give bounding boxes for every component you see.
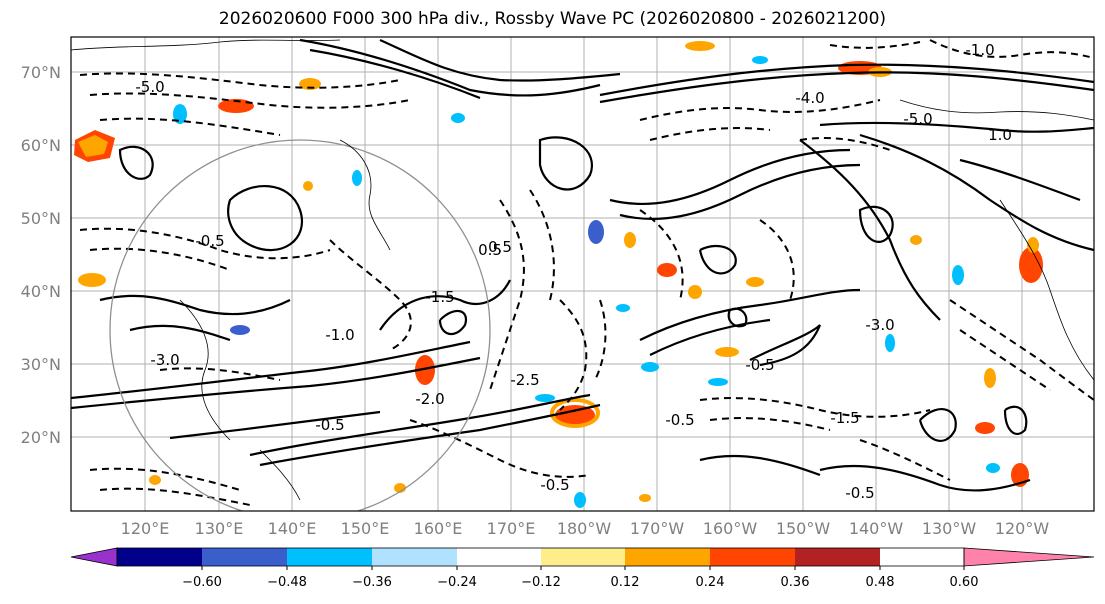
- divergence-shading: [74, 41, 1043, 508]
- contour-label: -3.0: [865, 316, 894, 334]
- colorbar-segment: [117, 548, 202, 566]
- lon-label: 170°E: [487, 519, 536, 538]
- colorbar-segment: [202, 548, 287, 566]
- colorbar-tick-label: 0.60: [950, 575, 979, 590]
- colorbar-tick-label: −0.12: [521, 575, 561, 590]
- colorbar-segment: [710, 548, 795, 566]
- contour-label: -1.0: [965, 41, 994, 59]
- contour-label: -0.5: [745, 356, 774, 374]
- colorbar-tick-label: −0.60: [182, 575, 222, 590]
- map-frame: [70, 36, 1095, 512]
- lon-label: 120°E: [121, 519, 170, 538]
- lat-label: 30°N: [21, 355, 61, 374]
- colorbar-extend-low: [70, 547, 118, 567]
- colorbar-tick-label: 0.24: [696, 575, 725, 590]
- dashed-contours: [79, 39, 1094, 506]
- contour-label: -4.0: [795, 89, 824, 107]
- contour-label: -0.5: [845, 484, 874, 502]
- contour-label: -5.0: [135, 78, 164, 96]
- lon-label: 130°W: [922, 519, 977, 538]
- lon-label: 130°E: [195, 519, 244, 538]
- colorbar-tick-label: −0.36: [352, 575, 392, 590]
- colorbar-segment: [795, 548, 880, 566]
- lon-label: 150°W: [776, 519, 831, 538]
- lat-label: 20°N: [21, 428, 61, 447]
- coastlines: [71, 39, 1094, 501]
- lon-label: 160°E: [414, 519, 463, 538]
- contour-label: -1.5: [830, 409, 859, 427]
- colorbar-tick-label: −0.24: [437, 575, 477, 590]
- contour-label: -1.0: [325, 326, 354, 344]
- contour-label: -5.0: [903, 110, 932, 128]
- lon-label: 140°W: [849, 519, 904, 538]
- colorbar-segment: [372, 548, 457, 566]
- contour-label: -1.5: [425, 288, 454, 306]
- colorbar-extend-high: [963, 547, 1095, 567]
- lon-label: 180°W: [557, 519, 612, 538]
- solid-contours: [71, 38, 1094, 492]
- colorbar-tick-label: 0.48: [866, 575, 895, 590]
- lon-label: 160°W: [703, 519, 758, 538]
- lat-label: 40°N: [21, 282, 61, 301]
- lat-label: 60°N: [21, 136, 61, 155]
- map-content: 0.5 -0.5 -1.0 -1.5 -2.0 -3.0 -4.0 -5.0 1.0 -0.5 -0…: [71, 37, 1094, 511]
- contour-label: -2.5: [510, 371, 539, 389]
- lat-label: 50°N: [21, 209, 61, 228]
- reference-circles: [109, 139, 491, 511]
- lon-label: 150°E: [341, 519, 390, 538]
- contour-label: 0.5: [488, 238, 512, 256]
- lon-label: 120°W: [995, 519, 1050, 538]
- lat-label: 70°N: [21, 63, 61, 82]
- lon-label: 170°W: [630, 519, 685, 538]
- colorbar-tick-label: −0.48: [267, 575, 307, 590]
- contour-label: -0.5: [195, 232, 224, 250]
- colorbar: −0.60 −0.48 −0.36 −0.24 −0.12 0.12 0.24 0.36 0.4…: [70, 547, 1095, 590]
- lon-label: 140°E: [268, 519, 317, 538]
- map-background: [71, 37, 1094, 511]
- contour-label: 1.0: [988, 126, 1012, 144]
- latitude-labels: 70°N 60°N 50°N 40°N 30°N 20°N: [21, 63, 61, 447]
- colorbar-segment: [625, 548, 710, 566]
- colorbar-segment: [457, 548, 541, 566]
- contour-labels: 0.5 -0.5 -1.0 -1.5 -2.0 -3.0 -4.0 -5.0 1.0 -0.5 -0…: [135, 41, 1012, 502]
- colorbar-segment: [541, 548, 625, 566]
- contour-label: -2.0: [415, 390, 444, 408]
- map-title: 2026020600 F000 300 hPa div., Rossby Wav…: [218, 9, 887, 29]
- contour-label: 0.5: [478, 241, 502, 259]
- contour-label: -0.5: [540, 476, 569, 494]
- longitude-labels: 120°E 130°E 140°E 150°E 160°E 170°E 180°W 170°W…: [121, 519, 1050, 538]
- colorbar-tick-label: 0.12: [611, 575, 640, 590]
- contour-label: -0.5: [315, 416, 344, 434]
- contour-label: -0.5: [665, 411, 694, 429]
- colorbar-tick-label: 0.36: [781, 575, 810, 590]
- colorbar-segment: [287, 548, 372, 566]
- contour-label: -3.0: [150, 351, 179, 369]
